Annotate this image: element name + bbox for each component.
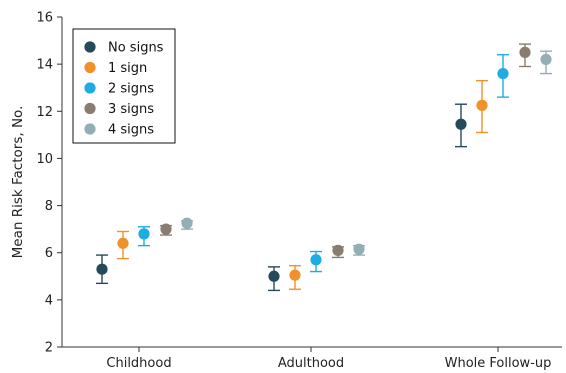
data-point [476, 99, 488, 111]
data-point [138, 228, 150, 240]
data-point [96, 263, 108, 275]
data-point [455, 118, 467, 130]
data-point [540, 53, 552, 66]
x-tick-label: Whole Follow-up [445, 356, 552, 371]
legend-marker [84, 82, 96, 94]
data-point [268, 270, 280, 282]
legend-marker [84, 102, 96, 115]
data-point [310, 254, 322, 266]
legend-label: No signs [108, 41, 164, 56]
y-axis-title: Mean Risk Factors, No. [10, 106, 26, 259]
legend-label: 2 signs [108, 82, 154, 97]
legend-marker [84, 61, 96, 74]
y-tick-label: 4 [45, 293, 53, 308]
y-tick-label: 12 [36, 105, 53, 120]
x-tick-label: Childhood [106, 356, 171, 371]
data-point [181, 217, 193, 229]
legend-label: 4 signs [108, 123, 154, 138]
y-tick-label: 16 [36, 11, 53, 26]
legend-label: 1 sign [108, 61, 147, 76]
legend-label: 3 signs [108, 102, 154, 117]
y-tick-label: 14 [36, 58, 53, 73]
data-point [353, 243, 365, 255]
data-point [160, 223, 172, 235]
y-tick-label: 6 [45, 246, 53, 261]
legend-marker [84, 41, 96, 53]
data-point [289, 269, 301, 281]
y-tick-label: 10 [36, 152, 53, 167]
data-point [117, 237, 129, 249]
y-tick-label: 2 [45, 341, 53, 356]
data-point [497, 67, 509, 80]
data-point [519, 46, 531, 58]
legend-marker [84, 123, 96, 135]
y-tick-label: 8 [45, 199, 53, 214]
data-point [332, 244, 344, 256]
x-tick-label: Adulthood [278, 356, 344, 371]
